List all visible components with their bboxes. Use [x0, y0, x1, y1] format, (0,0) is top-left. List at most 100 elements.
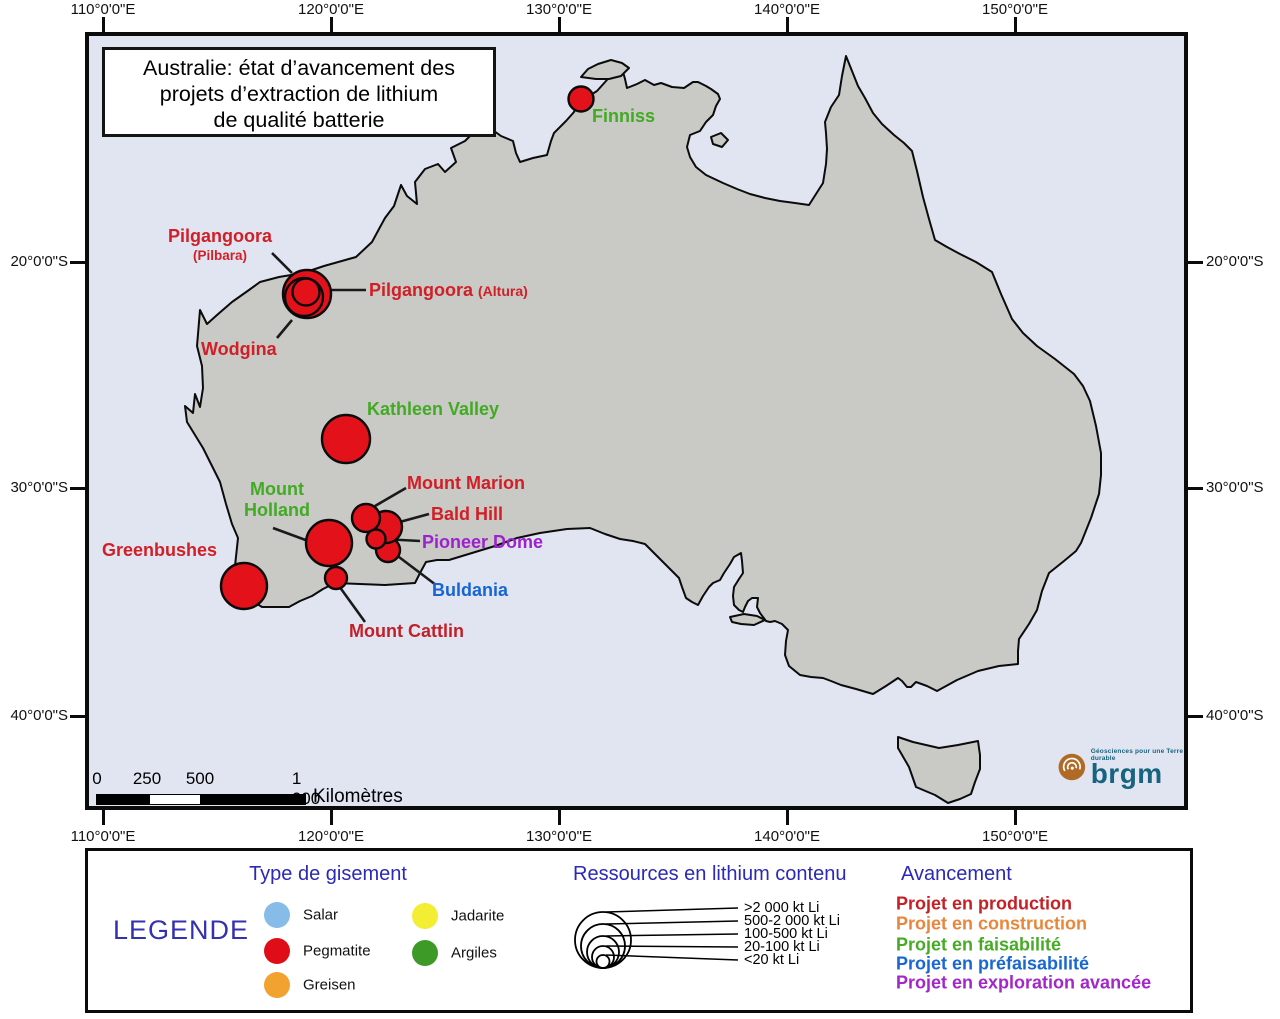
brgm-logo: Géosciences pour une Terre durable brgm — [1057, 748, 1184, 789]
brgm-logo-icon — [1058, 753, 1086, 781]
leader-line-wodgina — [276, 319, 293, 339]
site-marker-mount-cattlin — [323, 565, 349, 591]
gisement-title: Type de gisement — [249, 863, 407, 885]
scalebar-number: 500 — [185, 769, 215, 788]
site-label-finniss: Finniss — [592, 106, 655, 127]
site-label-greenbushes: Greenbushes — [102, 540, 217, 561]
ressources-title: Ressources en lithium contenu — [573, 863, 847, 885]
ressource-size-line — [605, 933, 739, 937]
lon-label-top: 130°0'0"E — [526, 1, 592, 18]
ressource-size-circle — [580, 923, 626, 969]
lon-tick-top — [557, 17, 561, 32]
map-title-box: Australie: état d’avancement des projets… — [102, 47, 496, 137]
lat-label-left: 30°0'0"S — [10, 479, 68, 496]
site-marker-kathleen-valley — [320, 413, 372, 465]
lon-tick-top — [329, 17, 333, 32]
lat-label-right: 40°0'0"S — [1206, 707, 1264, 724]
brgm-tagline: Géosciences pour une Terre durable — [1090, 748, 1184, 762]
ressource-size-circle — [586, 935, 620, 969]
brgm-brand: brgm — [1090, 758, 1163, 789]
site-label-mount-holland: Mount Holland — [244, 479, 310, 522]
gisement-label: Salar — [303, 906, 339, 924]
lon-tick-top — [101, 17, 105, 32]
lon-label-bottom: 150°0'0"E — [982, 828, 1048, 845]
ressource-label: <20 kt Li — [744, 952, 800, 968]
site-label-wodgina: Wodgina — [201, 339, 277, 360]
tasmania — [897, 736, 981, 804]
lon-tick-bottom — [101, 810, 105, 825]
lat-tick-right — [1188, 714, 1203, 718]
site-label-text: (Altura) — [478, 283, 528, 299]
site-label-mount-cattlin: Mount Cattlin — [349, 621, 464, 642]
lat-label-right: 30°0'0"S — [1206, 479, 1264, 496]
lon-tick-bottom — [1013, 810, 1017, 825]
site-label-text: Kathleen Valley — [367, 399, 500, 419]
scalebar-number: 250 — [132, 769, 162, 788]
lon-label-bottom: 130°0'0"E — [526, 828, 592, 845]
gisement-swatch-pegmatite — [264, 938, 290, 964]
lon-label-top: 150°0'0"E — [982, 1, 1048, 18]
site-label-text: Holland — [244, 500, 310, 521]
site-label-pioneer-dome: Pioneer Dome — [422, 532, 543, 553]
lon-tick-bottom — [785, 810, 789, 825]
ressource-label: >2 000 kt Li — [744, 900, 820, 916]
site-label-text: Greenbushes — [102, 540, 218, 560]
lon-tick-bottom — [557, 810, 561, 825]
gisement-swatch-salar — [264, 902, 290, 928]
site-marker-pioneer-dome — [365, 528, 387, 550]
site-label-pilgangoora-pilbara: Pilgangoora (Pilbara) — [168, 226, 272, 266]
ressource-size-circle — [574, 911, 632, 969]
site-label-bald-hill: Bald Hill — [431, 504, 503, 525]
map-title-line: projets d’extraction de lithium — [159, 82, 439, 106]
lon-tick-top — [785, 17, 789, 32]
site-label-kathleen-valley: Kathleen Valley — [367, 399, 499, 420]
lat-tick-left — [70, 260, 85, 264]
site-label-text: Mount Cattlin — [349, 621, 464, 641]
australia-mainland — [184, 55, 1102, 695]
site-label-text: Mount — [250, 479, 304, 499]
ressource-label: 20-100 kt Li — [744, 939, 820, 955]
map-title-line: Australie: état d’avancement des — [143, 56, 455, 80]
ressource-size-circle — [595, 954, 611, 969]
ressource-label: 100-500 kt Li — [744, 926, 828, 942]
site-marker-finniss — [567, 85, 595, 113]
gisement-label: Greisen — [303, 976, 356, 994]
lat-label-left: 20°0'0"S — [10, 253, 68, 270]
avancement-item: Projet en construction — [896, 913, 1088, 934]
lat-tick-left — [70, 486, 85, 490]
avancement-item: Projet en exploration avancée — [896, 972, 1152, 993]
leader-line-mount-holland — [272, 526, 312, 544]
leader-line-buldania — [394, 552, 437, 587]
site-label-text: Wodgina — [201, 339, 277, 359]
site-label-text: Mount Marion — [407, 473, 525, 493]
avancement-item: Projet en préfaisabilité — [896, 953, 1090, 974]
avancement-title: Avancement — [901, 863, 1012, 885]
site-label-text: Buldania — [432, 580, 509, 600]
scale-bar — [96, 794, 306, 805]
lon-label-top: 140°0'0"E — [754, 1, 820, 18]
ressource-size-line — [605, 907, 739, 913]
leader-line-pilgangoora-pilbara — [271, 252, 293, 274]
gisement-swatch-greisen — [264, 972, 290, 998]
site-label-text: Pioneer Dome — [422, 532, 544, 552]
scalebar-unit: Kilomètres — [313, 786, 403, 807]
groote-eylandt — [710, 132, 729, 148]
site-label-mount-marion: Mount Marion — [407, 473, 525, 494]
lon-label-top: 120°0'0"E — [298, 1, 364, 18]
gisement-label: Argiles — [451, 944, 497, 962]
avancement-item: Projet en production — [896, 893, 1073, 914]
site-label-text: Bald Hill — [431, 504, 504, 524]
map-title-line: de qualité batterie — [213, 108, 385, 132]
gisement-swatch-argiles — [412, 940, 438, 966]
leader-line-mount-cattlin — [337, 585, 367, 623]
melville-island — [580, 59, 630, 80]
site-marker-greenbushes — [219, 561, 269, 611]
scalebar-segment — [97, 795, 150, 804]
lon-tick-bottom — [329, 810, 333, 825]
site-label-text: Pilgangoora — [369, 280, 479, 300]
site-marker-mount-marion — [350, 502, 382, 534]
site-label-pilgangoora-altura: Pilgangoora (Altura) — [369, 280, 528, 301]
ressource-size-line — [605, 954, 739, 961]
ressource-size-circle — [591, 945, 615, 969]
